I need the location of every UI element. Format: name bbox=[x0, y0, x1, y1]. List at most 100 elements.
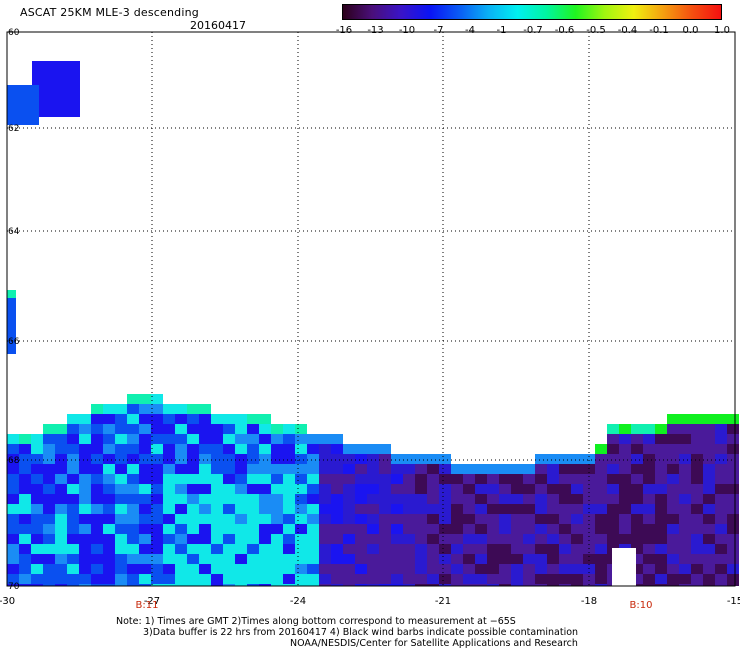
data-cell bbox=[319, 454, 331, 464]
data-cell bbox=[127, 404, 139, 414]
data-cell bbox=[379, 444, 391, 454]
data-cell bbox=[307, 444, 319, 454]
data-cell bbox=[31, 544, 43, 554]
data-cell bbox=[331, 564, 343, 574]
data-cell bbox=[667, 474, 679, 484]
data-cell bbox=[91, 424, 103, 434]
data-cell bbox=[331, 474, 343, 484]
data-cell bbox=[523, 524, 535, 534]
data-cell bbox=[139, 554, 151, 564]
data-cell bbox=[283, 514, 295, 524]
data-cell bbox=[715, 434, 727, 444]
data-cell bbox=[643, 554, 655, 564]
data-cell bbox=[607, 454, 619, 464]
data-cell bbox=[7, 494, 19, 504]
data-cell bbox=[259, 484, 271, 494]
data-cell bbox=[79, 444, 91, 454]
colorbar-tick-label: -0.7 bbox=[523, 25, 543, 36]
data-cell bbox=[547, 584, 559, 586]
data-cell bbox=[163, 534, 175, 544]
data-cell bbox=[595, 454, 607, 464]
data-cell bbox=[679, 504, 691, 514]
data-cell bbox=[235, 494, 247, 504]
data-cell bbox=[607, 534, 619, 544]
data-cell bbox=[451, 554, 463, 564]
data-cell bbox=[715, 574, 727, 584]
data-cell bbox=[343, 514, 355, 524]
data-cell bbox=[559, 584, 571, 586]
data-cell bbox=[391, 574, 403, 584]
data-cell bbox=[79, 484, 91, 494]
data-cell bbox=[247, 414, 259, 424]
data-cell bbox=[463, 504, 475, 514]
data-cell bbox=[67, 544, 79, 554]
data-cell bbox=[259, 574, 271, 584]
data-cell bbox=[679, 494, 691, 504]
data-cell bbox=[139, 544, 151, 554]
data-cell bbox=[235, 464, 247, 474]
data-cell bbox=[355, 514, 367, 524]
data-cell bbox=[691, 534, 703, 544]
data-cell bbox=[655, 454, 667, 464]
data-cell bbox=[643, 584, 655, 586]
data-cell bbox=[43, 434, 55, 444]
data-cell bbox=[115, 554, 127, 564]
data-cell bbox=[415, 494, 427, 504]
data-cell bbox=[583, 494, 595, 504]
data-cell bbox=[43, 554, 55, 564]
data-cell bbox=[247, 524, 259, 534]
data-cell bbox=[79, 554, 91, 564]
data-cell bbox=[79, 564, 91, 574]
data-cell bbox=[67, 554, 79, 564]
data-cell bbox=[139, 504, 151, 514]
data-cell bbox=[427, 484, 439, 494]
data-cell bbox=[127, 394, 139, 404]
data-cell bbox=[271, 504, 283, 514]
data-cell bbox=[667, 464, 679, 474]
data-cell bbox=[607, 444, 619, 454]
data-cell bbox=[103, 434, 115, 444]
data-cell bbox=[19, 494, 31, 504]
swath-patch bbox=[7, 298, 16, 354]
data-cell bbox=[55, 524, 67, 534]
data-cell bbox=[343, 524, 355, 534]
data-cell bbox=[271, 434, 283, 444]
data-cell bbox=[679, 574, 691, 584]
data-cell bbox=[163, 474, 175, 484]
data-cell bbox=[307, 534, 319, 544]
data-cell bbox=[79, 534, 91, 544]
data-cell bbox=[91, 404, 103, 414]
data-cell bbox=[151, 494, 163, 504]
data-cell bbox=[103, 454, 115, 464]
data-cell bbox=[67, 414, 79, 424]
data-cell bbox=[163, 504, 175, 514]
data-cell bbox=[223, 544, 235, 554]
data-cell bbox=[187, 444, 199, 454]
data-cell bbox=[427, 454, 439, 464]
data-cell bbox=[427, 524, 439, 534]
data-cell bbox=[379, 574, 391, 584]
data-cell bbox=[559, 494, 571, 504]
data-cell bbox=[559, 474, 571, 484]
y-tick-label: 60 bbox=[8, 28, 20, 38]
data-cell bbox=[523, 584, 535, 586]
data-cell bbox=[619, 504, 631, 514]
data-cell bbox=[571, 504, 583, 514]
data-cell bbox=[127, 454, 139, 464]
data-cell bbox=[175, 494, 187, 504]
data-cell bbox=[283, 504, 295, 514]
data-cell bbox=[463, 584, 475, 586]
data-cell bbox=[391, 524, 403, 534]
data-cell bbox=[595, 464, 607, 474]
data-cell bbox=[439, 564, 451, 574]
data-cell bbox=[127, 584, 139, 586]
data-cell bbox=[595, 554, 607, 564]
data-cell bbox=[187, 544, 199, 554]
data-cell bbox=[151, 544, 163, 554]
data-cell bbox=[163, 414, 175, 424]
data-cell bbox=[667, 444, 679, 454]
data-cell bbox=[583, 514, 595, 524]
data-cell bbox=[307, 524, 319, 534]
data-cell bbox=[283, 534, 295, 544]
